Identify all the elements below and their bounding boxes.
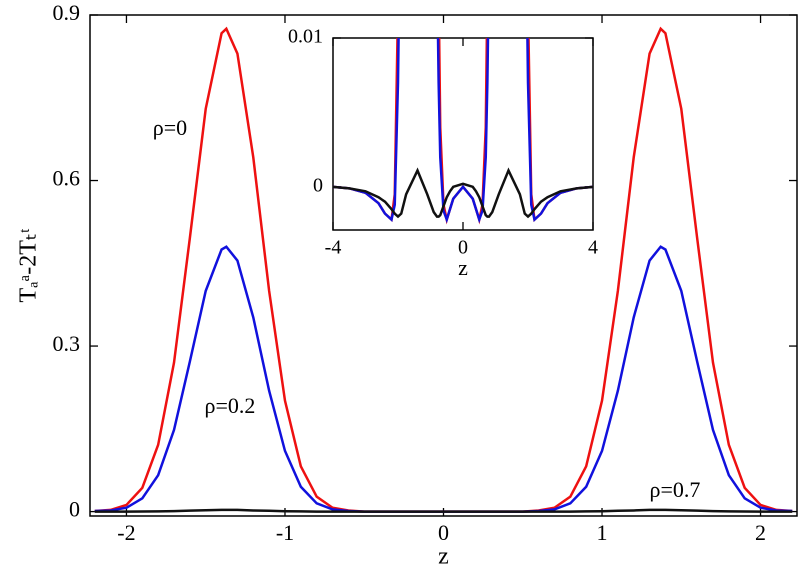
x-tick-label: 1 — [597, 520, 608, 545]
series-line — [94, 508, 793, 513]
x-tick-label: -2 — [117, 520, 135, 545]
x-tick-label: -4 — [325, 237, 342, 259]
series-line — [333, 167, 593, 219]
y-tick-label: 0.01 — [288, 26, 323, 48]
x-tick-label: 4 — [588, 237, 598, 259]
series-group — [333, 38, 593, 225]
series-label: ρ=0.7 — [650, 477, 701, 502]
y-tick-label: 0.6 — [53, 166, 81, 191]
series-line — [94, 26, 793, 513]
series-line — [94, 245, 793, 513]
x-axis-label: z — [438, 544, 449, 570]
x-tick-label: 0 — [438, 520, 449, 545]
plot-area — [89, 14, 798, 517]
series-group — [94, 26, 793, 513]
series-line — [333, 38, 593, 224]
inset-plot: -4 0 4 0 0.01 z — [288, 26, 598, 280]
y-tick-label: 0 — [69, 497, 80, 522]
y-tick-label: 0 — [313, 174, 323, 196]
series-label: ρ=0.2 — [205, 393, 256, 418]
plot-area — [332, 37, 594, 231]
y-tick-label: 0.9 — [53, 0, 81, 25]
x-axis-label: z — [458, 255, 468, 280]
main-plot: -2 -1 0 1 2 0 0.3 0.6 0.9 z Tₐᵃ-2Tₜᵗ ρ=0 ρ=0.2 ρ=0.7 — [16, 0, 798, 570]
series-label: ρ=0 — [153, 115, 187, 140]
x-tick-label: 2 — [755, 520, 766, 545]
y-tick-label: 0.3 — [53, 331, 81, 356]
y-axis-label: Tₐᵃ-2Tₜᵗ — [16, 228, 42, 303]
x-tick-label: -1 — [276, 520, 294, 545]
x-tick-label: 0 — [458, 237, 468, 259]
